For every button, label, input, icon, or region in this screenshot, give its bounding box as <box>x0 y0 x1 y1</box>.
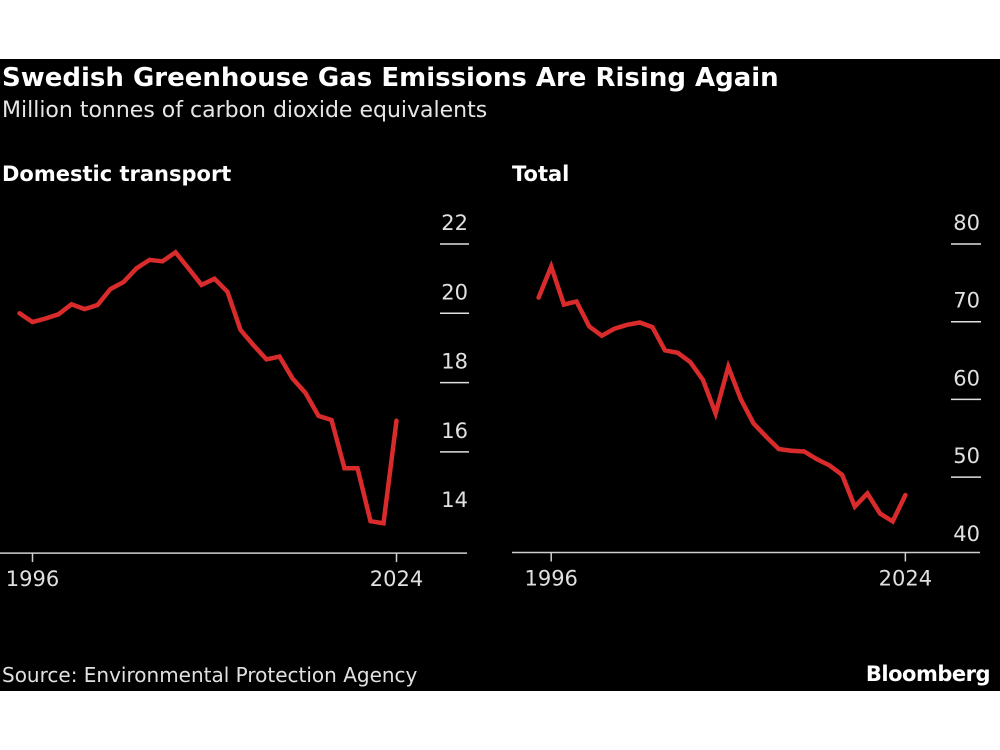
x-tick-label: 2024 <box>879 566 932 590</box>
x-tick-label: 1996 <box>6 567 59 591</box>
y-tick-label: 50 <box>953 444 980 468</box>
bloomberg-logo: Bloomberg <box>866 662 990 686</box>
chart-panel: Swedish Greenhouse Gas Emissions Are Ris… <box>0 59 1000 691</box>
y-tick-label: 40 <box>953 522 980 546</box>
panel-title-total: Total <box>512 162 569 186</box>
y-tick-label: 14 <box>441 488 468 512</box>
y-tick-label: 22 <box>441 211 468 235</box>
chart-svg: Swedish Greenhouse Gas Emissions Are Ris… <box>0 63 991 687</box>
y-tick-label: 18 <box>441 350 468 374</box>
total-chart: 40 50 60 70 80 1996 2024 <box>512 211 981 590</box>
y-tick-label: 70 <box>953 289 980 313</box>
y-tick-label: 60 <box>953 366 980 390</box>
chart-subtitle: Million tonnes of carbon dioxide equival… <box>2 98 487 123</box>
x-tick-label: 1996 <box>524 566 577 590</box>
y-tick-label: 80 <box>953 211 980 235</box>
source-note: Source: Environmental Protection Agency <box>2 663 418 687</box>
chart-title: Swedish Greenhouse Gas Emissions Are Ris… <box>2 63 779 93</box>
panel-title-transport: Domestic transport <box>2 162 231 186</box>
x-tick-label: 2024 <box>370 567 423 591</box>
y-tick-label: 20 <box>441 280 468 304</box>
series-line <box>17 249 399 526</box>
series-line <box>536 260 908 525</box>
transport-chart: 14 16 18 20 22 1996 2024 <box>0 211 469 591</box>
y-tick-label: 16 <box>441 419 468 443</box>
